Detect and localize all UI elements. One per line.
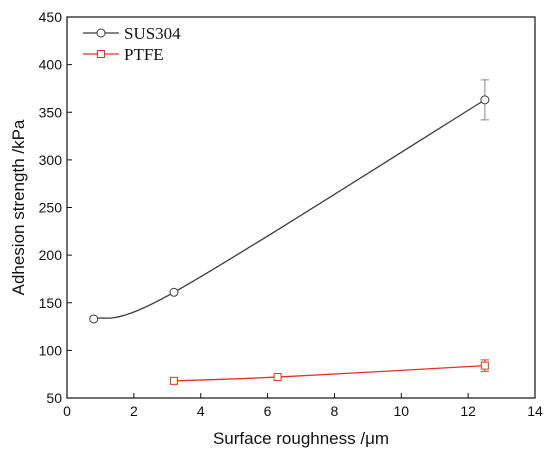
y-tick-label: 150: [39, 295, 63, 311]
series-line-sus304: [93, 99, 486, 320]
y-tick-label: 450: [39, 9, 63, 25]
legend-label: SUS304: [124, 24, 181, 43]
y-axis-title: Adhesion strength /kPa: [9, 119, 28, 295]
x-tick-label: 8: [331, 403, 339, 419]
y-tick-label: 250: [39, 200, 63, 216]
legend-marker: [96, 28, 106, 38]
legend: SUS304 PTFE: [83, 24, 181, 64]
plot-frame: [66, 16, 536, 399]
series-line-ptfe: [173, 364, 485, 382]
legend-item-sus304: SUS304: [83, 24, 181, 43]
data-point: [169, 287, 179, 297]
x-axis: 0 2 4 6 8 10 12 14: [63, 393, 543, 419]
x-tick-label: 0: [63, 403, 71, 419]
x-tick-label: 4: [197, 403, 205, 419]
legend-label: PTFE: [124, 45, 164, 64]
y-tick-label: 350: [39, 104, 63, 120]
x-tick-label: 10: [393, 403, 409, 419]
data-point: [273, 373, 282, 382]
data-point: [89, 314, 99, 324]
series-ptfe: [169, 359, 489, 385]
x-tick-label: 14: [527, 403, 543, 419]
legend-item-ptfe: PTFE: [83, 45, 164, 64]
x-tick-label: 2: [130, 403, 138, 419]
y-tick-label: 300: [39, 152, 63, 168]
data-point: [169, 376, 178, 385]
x-tick-label: 6: [264, 403, 272, 419]
series-sus304: [89, 79, 490, 324]
y-tick-label: 50: [46, 390, 62, 406]
plot-border: [66, 16, 536, 399]
y-axis: 50 100 150 200 250 300 350 400 450: [39, 9, 72, 406]
x-axis-title: Surface roughness /μm: [213, 429, 389, 448]
legend-marker: [97, 50, 105, 58]
data-point: [480, 95, 490, 105]
y-tick-label: 400: [39, 57, 63, 73]
y-tick-label: 200: [39, 247, 63, 263]
data-point: [480, 361, 489, 370]
x-tick-label: 12: [460, 403, 476, 419]
y-tick-label: 100: [39, 342, 63, 358]
series-layer: [89, 79, 490, 385]
